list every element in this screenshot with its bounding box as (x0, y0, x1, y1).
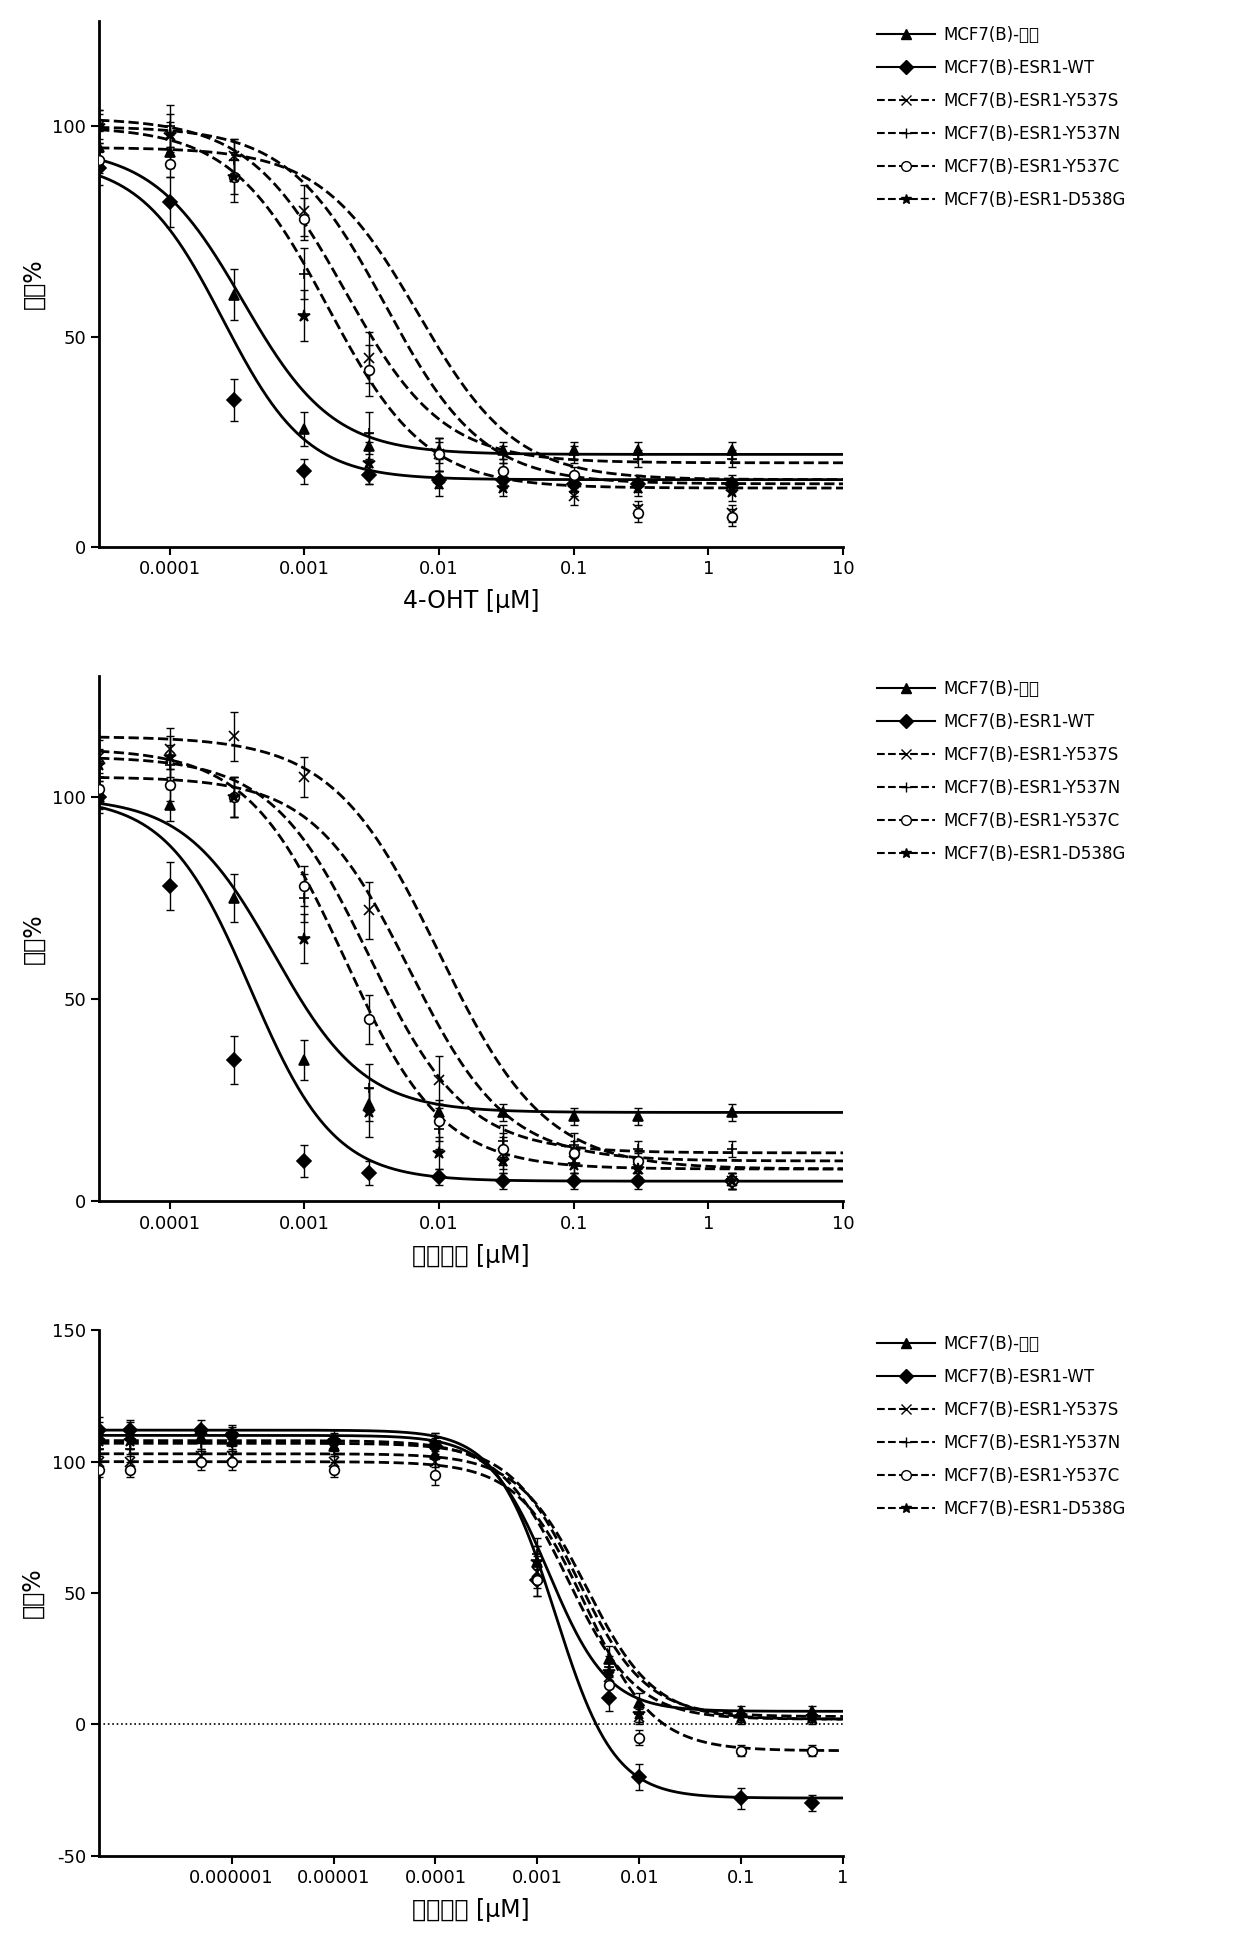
X-axis label: 雷洛昂芬 [μM]: 雷洛昂芬 [μM] (412, 1244, 529, 1267)
Y-axis label: 对照%: 对照% (21, 1568, 45, 1619)
X-axis label: 4-OHT [μM]: 4-OHT [μM] (403, 589, 539, 614)
Y-axis label: 对照%: 对照% (21, 258, 45, 309)
X-axis label: 氟维司群 [μM]: 氟维司群 [μM] (412, 1898, 529, 1922)
Legend: MCF7(B)-载体, MCF7(B)-ESR1-WT, MCF7(B)-ESR1-Y537S, MCF7(B)-ESR1-Y537N, MCF7(B)-ESR: MCF7(B)-载体, MCF7(B)-ESR1-WT, MCF7(B)-ESR… (870, 19, 1132, 216)
Legend: MCF7(B)-载体, MCF7(B)-ESR1-WT, MCF7(B)-ESR1-Y537S, MCF7(B)-ESR1-Y537N, MCF7(B)-ESR: MCF7(B)-载体, MCF7(B)-ESR1-WT, MCF7(B)-ESR… (870, 1329, 1132, 1525)
Legend: MCF7(B)-载体, MCF7(B)-ESR1-WT, MCF7(B)-ESR1-Y537S, MCF7(B)-ESR1-Y537N, MCF7(B)-ESR: MCF7(B)-载体, MCF7(B)-ESR1-WT, MCF7(B)-ESR… (870, 674, 1132, 870)
Y-axis label: 对照%: 对照% (21, 913, 45, 964)
